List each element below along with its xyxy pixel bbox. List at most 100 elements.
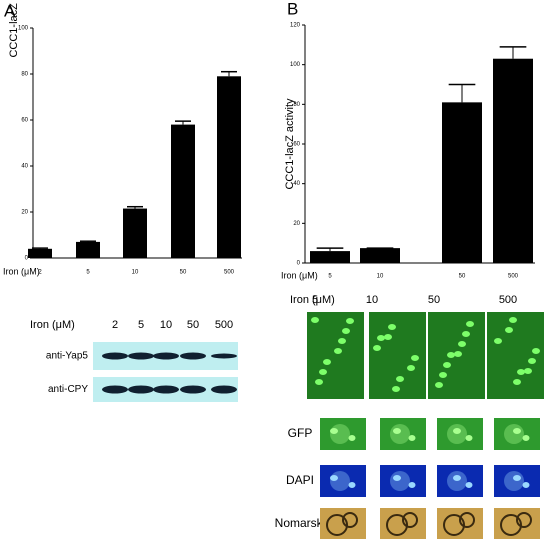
- nucleus: [388, 324, 396, 330]
- micro-row-label: GFP: [288, 426, 313, 440]
- nucleus: [513, 428, 521, 434]
- micro-iron-label: Iron (μM): [290, 294, 335, 306]
- panel-label: A: [4, 1, 16, 20]
- y-tick-label: 40: [21, 164, 28, 170]
- error-bar: [175, 120, 191, 125]
- error-bar: [316, 247, 344, 252]
- bar: [217, 76, 241, 258]
- nucleus: [494, 338, 502, 344]
- blot-band: [180, 385, 206, 394]
- y-tick-label: 100: [18, 26, 29, 32]
- x-tick-label: 5: [86, 270, 90, 276]
- micro-cell-image: [380, 465, 426, 497]
- nucleus: [396, 376, 404, 382]
- nucleus: [393, 475, 401, 481]
- cell: [516, 512, 532, 528]
- blot-band: [211, 385, 237, 394]
- blot-band: [180, 352, 206, 360]
- blot-band: [153, 385, 179, 394]
- nucleus: [342, 328, 350, 334]
- nucleus: [465, 482, 473, 488]
- micro-cell-image: [437, 465, 483, 497]
- y-tick-label: 60: [21, 118, 28, 124]
- x-tick-label: 50: [180, 270, 187, 276]
- nucleus: [311, 317, 319, 323]
- nucleus: [373, 345, 381, 351]
- blot-concentration: 2: [112, 319, 118, 331]
- cell-glow: [390, 424, 410, 444]
- nucleus: [315, 379, 323, 385]
- error-bar: [127, 205, 143, 209]
- cell: [386, 514, 408, 536]
- error-bar: [448, 83, 476, 103]
- x-tick-label: 50: [459, 274, 466, 280]
- bar: [360, 248, 400, 263]
- cell: [326, 514, 348, 536]
- nucleus: [513, 379, 521, 385]
- nucleus: [334, 348, 342, 354]
- bar: [171, 124, 195, 258]
- x-tick-label: 2: [38, 270, 42, 276]
- error-bar: [221, 70, 237, 77]
- micro-row-label: DAPI: [286, 473, 314, 487]
- x-axis-label: Iron (μM): [3, 266, 40, 276]
- y-tick-label: 20: [21, 210, 28, 216]
- micro-cell-image: [380, 418, 426, 450]
- nucleus: [509, 317, 517, 323]
- x-axis-label: Iron (μM): [281, 270, 318, 280]
- blot-concentration: 500: [215, 319, 233, 331]
- y-tick-label: 40: [293, 181, 300, 187]
- nucleus: [522, 435, 530, 441]
- nucleus: [330, 428, 338, 434]
- x-tick-label: 500: [508, 274, 519, 280]
- x-tick-label: 5: [328, 274, 332, 280]
- cell-glow: [390, 471, 410, 491]
- nucleus: [505, 327, 513, 333]
- nucleus: [393, 428, 401, 434]
- gfp-field: [369, 312, 426, 399]
- bar: [28, 248, 52, 258]
- micro-concentration: 50: [428, 294, 440, 306]
- micro-cell-image: [320, 418, 366, 450]
- bar: [123, 208, 147, 258]
- error-bar: [32, 247, 48, 249]
- cell: [342, 512, 358, 528]
- nucleus: [466, 321, 474, 327]
- blot-band: [211, 353, 237, 359]
- blot-row-label: anti-Yap5: [46, 351, 89, 362]
- blot-band: [128, 385, 154, 394]
- y-tick-label: 120: [290, 23, 301, 29]
- y-tick-label: 100: [290, 62, 301, 68]
- nucleus: [392, 386, 400, 392]
- nucleus: [411, 355, 419, 361]
- y-tick-label: 80: [293, 102, 300, 108]
- nucleus: [338, 338, 346, 344]
- cell-glow: [504, 471, 524, 491]
- blot-band: [153, 352, 179, 360]
- nucleus: [447, 352, 455, 358]
- nucleus: [439, 372, 447, 378]
- blot-concentration: 50: [187, 319, 199, 331]
- cell: [500, 514, 522, 536]
- panel-label: B: [287, 0, 298, 18]
- micro-cell-image: [437, 418, 483, 450]
- nucleus: [528, 358, 536, 364]
- nucleus: [517, 369, 525, 375]
- nucleus: [524, 368, 532, 374]
- y-tick-label: 60: [293, 142, 300, 148]
- nucleus: [348, 482, 356, 488]
- x-tick-label: 500: [224, 270, 235, 276]
- nucleus: [513, 475, 521, 481]
- blot-band: [102, 352, 128, 360]
- micro-cell-image: [320, 465, 366, 497]
- x-tick-label: 10: [132, 270, 139, 276]
- nucleus: [522, 482, 530, 488]
- y-tick-label: 20: [293, 221, 300, 227]
- nucleus: [454, 351, 462, 357]
- nucleus: [532, 348, 540, 354]
- blot-iron-label: Iron (μM): [30, 319, 75, 331]
- y-tick-label: 80: [21, 72, 28, 78]
- nucleus: [453, 428, 461, 434]
- blot-concentration: 5: [138, 319, 144, 331]
